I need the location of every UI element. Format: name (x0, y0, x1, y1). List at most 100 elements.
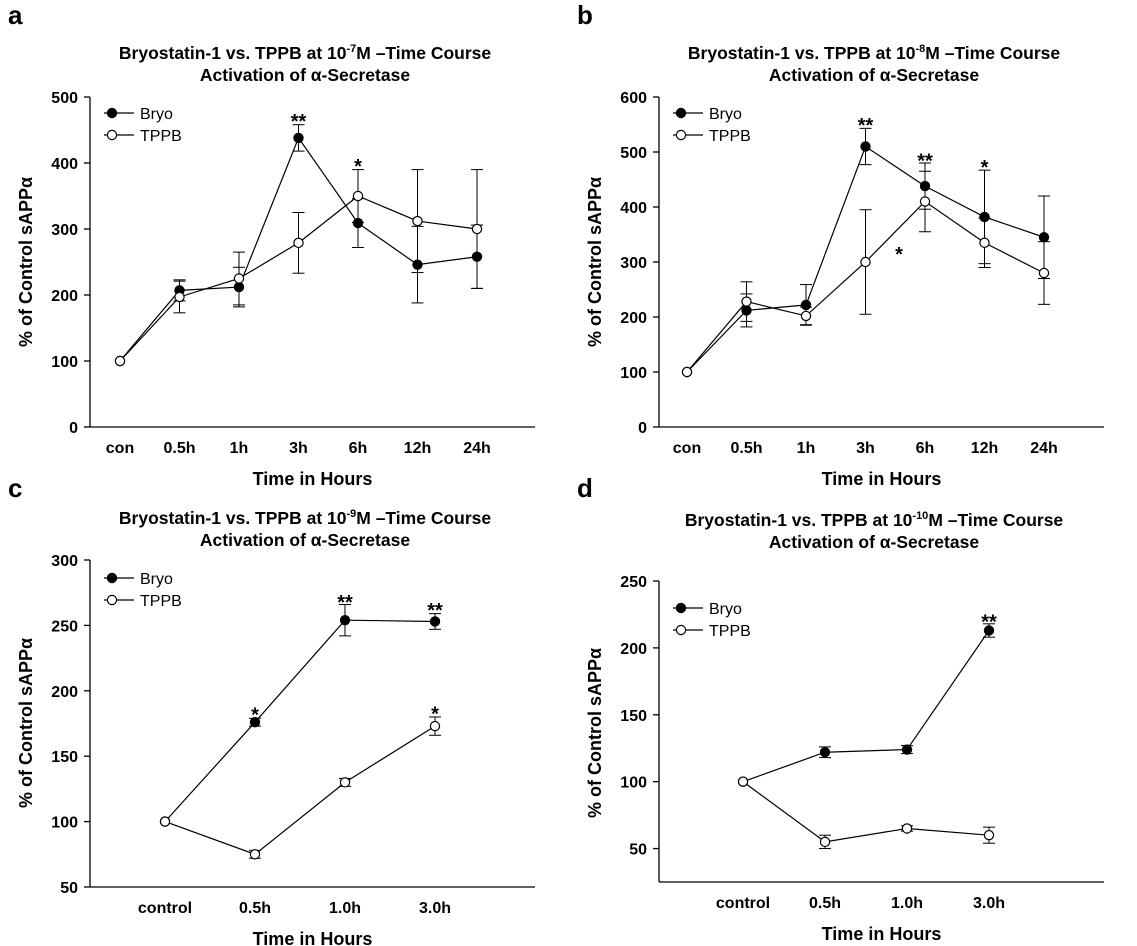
x-tick-label: 12h (971, 440, 999, 457)
data-point-tppb (1038, 267, 1050, 279)
x-tick-label: 12h (404, 440, 432, 457)
y-tick-label: 150 (620, 708, 647, 725)
chart-plot: 50 100 150 200 250 300 control 0.5h 1.0h 3.0h Time… (16, 553, 535, 946)
chart-title-line: Bryostatin-1 vs. TPPB at 10-8M –Time Cou… (687, 42, 1061, 63)
x-tick-label: con (673, 440, 701, 457)
x-tick-label: 0.5h (163, 440, 195, 457)
series-line-bryo (742, 630, 990, 783)
chart-plot: 0 100 200 300 400 500 600 con 0.5h 1h 3h 6h 12h 24h Ti… (585, 90, 1104, 489)
data-point-bryo (741, 305, 752, 316)
legend-marker (675, 624, 687, 636)
x-tick-label: 24h (1030, 440, 1058, 457)
data-point-tppb (412, 215, 423, 227)
y-tick-label: 50 (629, 842, 647, 859)
data-point-bryo (233, 281, 245, 293)
data-point-tppb (352, 190, 364, 202)
y-tick-label: 200 (51, 684, 78, 701)
y-tick-label: 300 (51, 222, 78, 239)
y-tick-label: 600 (620, 90, 647, 107)
data-point-bryo (819, 747, 831, 758)
legend-label: TPPB (140, 593, 182, 610)
x-tick-label: 0.5h (730, 440, 762, 457)
y-tick-label: 200 (620, 641, 647, 658)
chart-title: Bryostatin-1 vs. TPPB at 10-7M –Time Cou… (70, 38, 540, 86)
data-point-tppb (233, 273, 245, 284)
chart-plot: 0 100 200 300 400 500 con 0.5h 1h 3h 6h 12h 24h Time … (16, 90, 535, 489)
significance-annotation: * (895, 244, 903, 266)
data-point-tppb (983, 829, 995, 841)
x-axis-label: Time in Hours (253, 469, 373, 489)
x-tick-label: 6h (916, 440, 935, 457)
chart-subtitle: Activation of α-Secretase (768, 531, 980, 552)
panel-letter: c (8, 473, 23, 503)
significance-annotation: * (981, 157, 989, 179)
legend-marker (106, 129, 118, 141)
y-tick-label: 500 (620, 145, 647, 162)
data-point-tppb (429, 720, 441, 732)
chart-title: Bryostatin-1 vs. TPPB at 10-10M –Time Co… (639, 505, 1109, 553)
legend-marker (106, 572, 118, 584)
panel-letter: a (8, 0, 23, 30)
chart-title-line: Bryostatin-1 vs. TPPB at 10-9M –Time Cou… (118, 507, 492, 528)
data-point-bryo (429, 616, 441, 627)
significance-annotation: ** (291, 111, 307, 133)
chart-title-line: Bryostatin-1 vs. TPPB at 10-7M –Time Cou… (118, 42, 492, 63)
legend-label: Bryo (709, 601, 742, 618)
chart-plot: 50 100 150 200 250 control 0.5h 1.0h 3.0h Time in… (585, 574, 1104, 944)
chart-panel-a: a Bryostatin-1 vs. TPPB at 10-7M –Time C… (0, 0, 568, 489)
series-line-tppb (164, 725, 436, 855)
chart-panel-b: b Bryostatin-1 vs. TPPB at 10-8M –Time C… (569, 0, 1137, 489)
y-tick-label: 200 (51, 288, 78, 305)
data-point-bryo (339, 614, 351, 626)
legend-marker (106, 107, 118, 119)
x-tick-label: con (106, 440, 134, 457)
y-tick-label: 100 (620, 775, 647, 792)
significance-annotation: ** (427, 600, 443, 622)
panel-letter: b (577, 0, 593, 30)
x-tick-label: 1h (797, 440, 816, 457)
y-axis-label: % of Control sAPPα (16, 638, 36, 808)
legend-label: TPPB (140, 128, 182, 145)
legend-label: Bryo (709, 106, 742, 123)
chart-panel-d: d Bryostatin-1 vs. TPPB at 10-10M –Time … (569, 473, 1137, 946)
data-point-bryo (249, 716, 261, 728)
data-point-bryo (1038, 232, 1050, 243)
significance-annotation: * (251, 705, 259, 727)
x-tick-label: 1.0h (891, 895, 923, 912)
data-point-bryo (412, 259, 423, 270)
y-tick-label: 400 (51, 156, 78, 173)
y-tick-label: 300 (620, 255, 647, 272)
y-tick-label: 400 (620, 200, 647, 217)
series-line-tppb (742, 781, 990, 843)
x-tick-label: 0.5h (239, 900, 271, 917)
y-axis-label: % of Control sAPPα (585, 177, 605, 347)
data-point-tppb (681, 366, 693, 378)
chart-subtitle: Activation of α-Secretase (768, 64, 980, 85)
data-point-bryo (471, 251, 483, 262)
y-tick-label: 250 (51, 618, 78, 635)
chart-title: Bryostatin-1 vs. TPPB at 10-8M –Time Cou… (639, 38, 1109, 86)
y-tick-label: 250 (620, 574, 647, 591)
data-point-tppb (339, 777, 351, 788)
x-tick-label: 3.0h (973, 895, 1005, 912)
x-tick-label: control (716, 895, 770, 912)
data-point-tppb (919, 196, 931, 207)
x-tick-label: 1h (230, 440, 249, 457)
x-tick-label: 1.0h (329, 900, 361, 917)
data-point-bryo (860, 141, 871, 152)
data-point-tppb (471, 223, 483, 235)
legend-label: TPPB (709, 128, 751, 145)
data-point-bryo (352, 217, 364, 229)
legend-marker (675, 107, 687, 119)
x-tick-label: 6h (349, 440, 368, 457)
legend-label: TPPB (709, 623, 751, 640)
legend-label: Bryo (140, 571, 173, 588)
x-tick-label: 0.5h (809, 895, 841, 912)
y-tick-label: 150 (51, 749, 78, 766)
x-tick-label: 24h (463, 440, 491, 457)
significance-annotation: ** (981, 611, 997, 633)
data-point-tppb (737, 776, 749, 787)
legend-marker (675, 129, 687, 141)
chart-subtitle: Activation of α-Secretase (199, 64, 411, 85)
x-tick-label: 3h (289, 440, 308, 457)
